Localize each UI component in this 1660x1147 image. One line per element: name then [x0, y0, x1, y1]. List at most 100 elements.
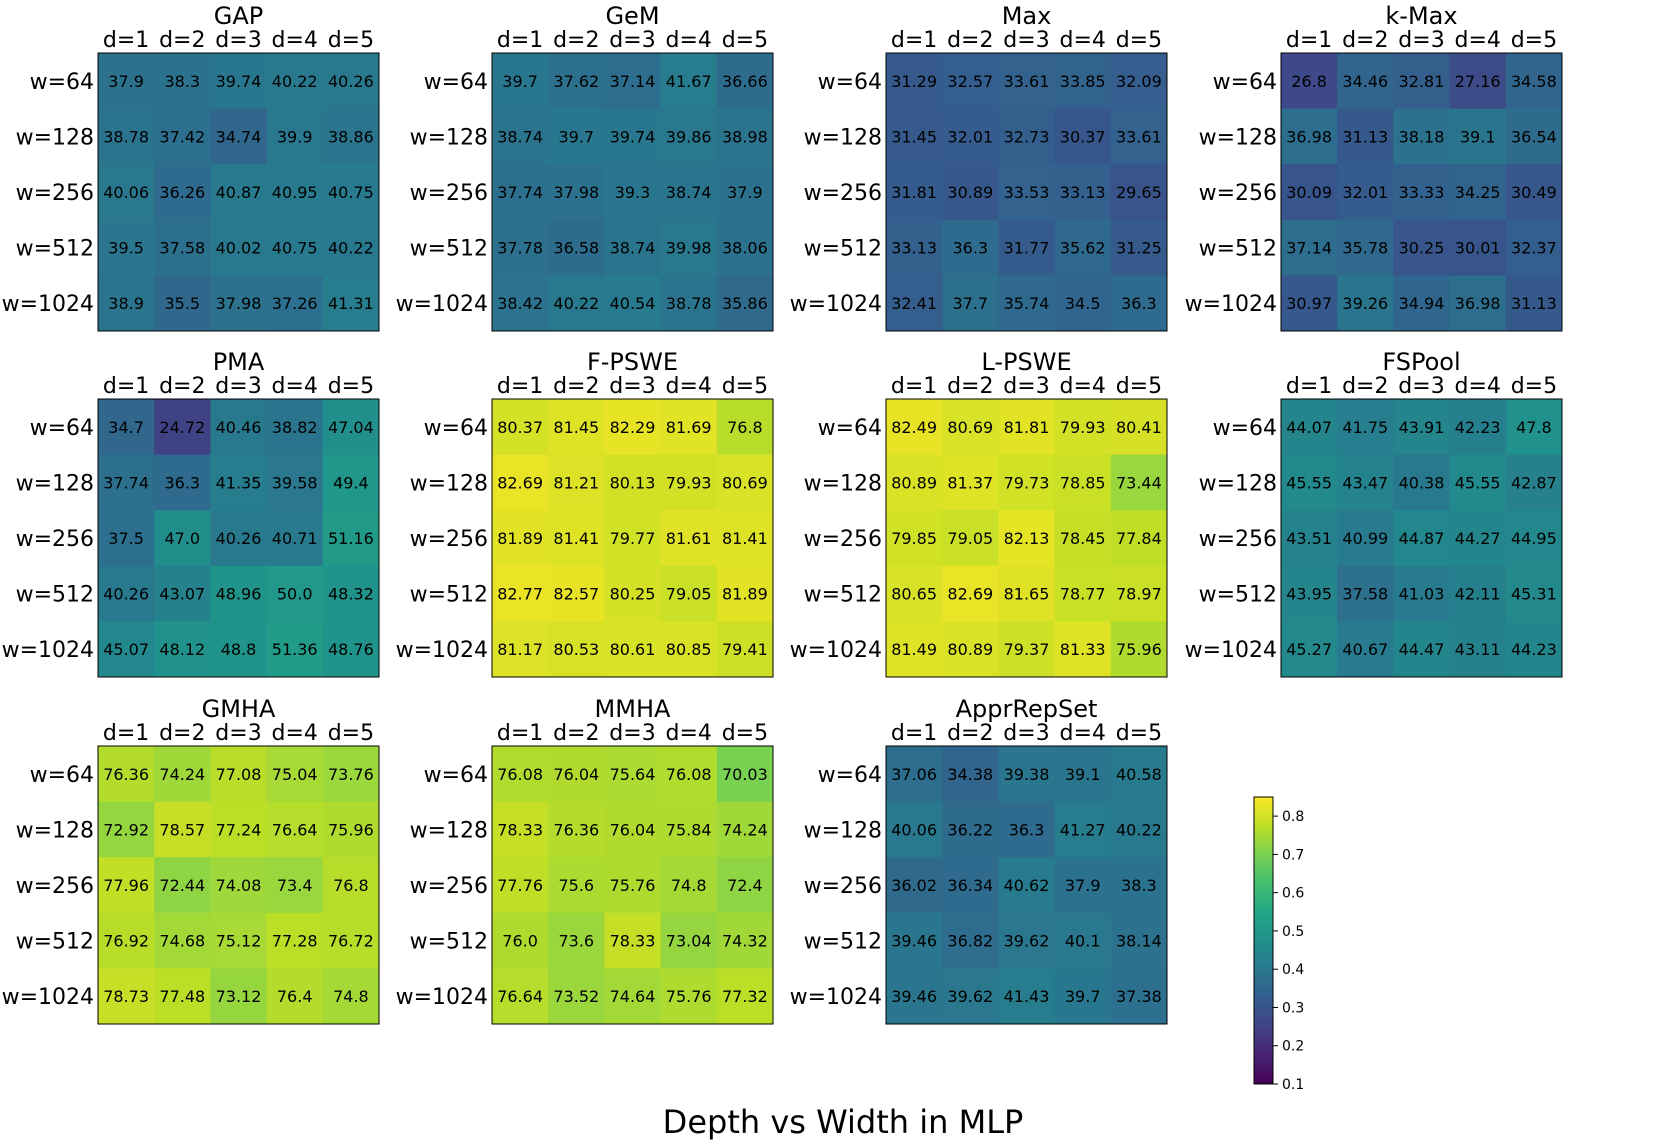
cell-value-label: 41.31 — [328, 294, 374, 313]
cell-value-label: 40.99 — [1342, 529, 1388, 548]
heatmap-cell — [210, 746, 268, 803]
cell-value-label: 38.06 — [722, 239, 768, 258]
cell-value-label: 40.75 — [272, 239, 318, 258]
cell-value-label: 38.74 — [666, 183, 712, 202]
heatmap-cell — [98, 108, 155, 165]
heatmap-cell — [886, 275, 943, 332]
heatmap-cell — [1054, 219, 1112, 276]
cell-value-label: 40.26 — [103, 585, 149, 604]
column-label: d=2 — [553, 28, 599, 53]
colorbar-tick-label: 0.7 — [1282, 847, 1304, 863]
cell-value-label: 40.26 — [328, 72, 374, 91]
heatmap-cell — [322, 968, 380, 1025]
row-label: w=64 — [424, 416, 488, 441]
heatmap-cell — [154, 108, 211, 165]
heatmap-cell — [492, 565, 549, 622]
heatmap-cell — [210, 399, 268, 456]
heatmap-cell — [716, 510, 774, 567]
heatmap-cell — [1054, 565, 1112, 622]
cell-value-label: 80.89 — [947, 640, 993, 659]
heatmap-cell — [98, 968, 155, 1025]
heatmap-cell — [492, 510, 549, 567]
heatmap-cell — [1449, 399, 1507, 456]
heatmap-cell — [1449, 275, 1507, 332]
cell-value-label: 44.27 — [1455, 529, 1501, 548]
heatmap-cell — [492, 968, 549, 1025]
cell-value-label: 34.58 — [1511, 72, 1557, 91]
heatmap-cell — [322, 164, 380, 221]
cell-value-label: 37.26 — [272, 294, 318, 313]
heatmap-cell — [1110, 164, 1168, 221]
cell-value-label: 80.65 — [891, 585, 937, 604]
cell-value-label: 81.89 — [497, 529, 543, 548]
column-label: d=1 — [497, 28, 543, 53]
cell-value-label: 73.6 — [558, 932, 594, 951]
heatmap-cell — [266, 275, 324, 332]
row-label: w=1024 — [790, 638, 882, 663]
cell-value-label: 82.29 — [610, 418, 656, 437]
heatmap-cell — [1110, 565, 1168, 622]
heatmap-cell — [154, 454, 211, 511]
row-label: w=1024 — [396, 638, 488, 663]
cell-value-label: 76.08 — [497, 765, 543, 784]
column-label: d=3 — [1003, 721, 1049, 746]
heatmap-cell — [1110, 108, 1168, 165]
cell-value-label: 45.55 — [1455, 473, 1501, 492]
cell-value-label: 74.24 — [722, 820, 768, 839]
cell-value-label: 81.37 — [947, 473, 993, 492]
heatmap-cell — [604, 746, 662, 803]
cell-value-label: 44.23 — [1511, 640, 1557, 659]
cell-value-label: 76.0 — [502, 932, 538, 951]
heatmap-cell — [942, 108, 999, 165]
cell-value-label: 76.8 — [333, 876, 369, 895]
cell-value-label: 76.36 — [553, 820, 599, 839]
heatmap-cell — [210, 857, 268, 914]
cell-value-label: 77.32 — [722, 987, 768, 1006]
row-label: w=64 — [818, 70, 882, 95]
heatmap-cell — [548, 108, 605, 165]
row-label: w=256 — [16, 874, 94, 899]
heatmap-cell — [1505, 454, 1563, 511]
panel-frame-gap — [97, 52, 380, 332]
heatmap-cell — [1337, 53, 1394, 110]
row-label: w=512 — [16, 930, 94, 955]
heatmap-cell — [942, 621, 999, 678]
cell-value-label: 34.5 — [1065, 294, 1101, 313]
column-label: d=2 — [159, 28, 205, 53]
heatmap-cell — [1505, 219, 1563, 276]
cell-value-label: 80.69 — [722, 473, 768, 492]
cell-value-label: 31.25 — [1116, 239, 1162, 258]
heatmap-cell — [942, 968, 999, 1025]
panel-title-fspool: FSPool — [1382, 348, 1460, 376]
cell-value-label: 78.77 — [1060, 585, 1106, 604]
heatmap-cell — [1110, 857, 1168, 914]
heatmap-cell — [98, 510, 155, 567]
cell-value-label: 37.38 — [1116, 987, 1162, 1006]
row-label: w=256 — [804, 874, 882, 899]
cell-value-label: 36.54 — [1511, 127, 1557, 146]
cell-value-label: 78.33 — [610, 932, 656, 951]
heatmap-cell — [266, 108, 324, 165]
heatmap-cell — [716, 857, 774, 914]
column-label: d=2 — [159, 374, 205, 399]
row-label: w=256 — [804, 181, 882, 206]
cell-value-label: 74.8 — [333, 987, 369, 1006]
cell-value-label: 76.72 — [328, 932, 374, 951]
cell-value-label: 82.49 — [891, 418, 937, 437]
cell-value-label: 37.98 — [553, 183, 599, 202]
heatmap-cell — [716, 399, 774, 456]
cell-value-label: 37.9 — [1065, 876, 1101, 895]
column-label: d=4 — [271, 721, 317, 746]
cell-value-label: 35.5 — [164, 294, 200, 313]
cell-value-label: 36.26 — [159, 183, 205, 202]
panel-title-apprrepset: ApprRepSet — [956, 695, 1098, 723]
row-label: w=256 — [16, 527, 94, 552]
heatmap-cell — [98, 275, 155, 332]
column-label: d=3 — [1398, 374, 1444, 399]
cell-value-label: 51.36 — [272, 640, 318, 659]
cell-value-label: 78.57 — [159, 820, 205, 839]
cell-value-label: 75.76 — [610, 876, 656, 895]
cell-value-label: 73.4 — [277, 876, 313, 895]
cell-value-label: 38.14 — [1116, 932, 1162, 951]
row-label: w=1024 — [1185, 292, 1277, 317]
